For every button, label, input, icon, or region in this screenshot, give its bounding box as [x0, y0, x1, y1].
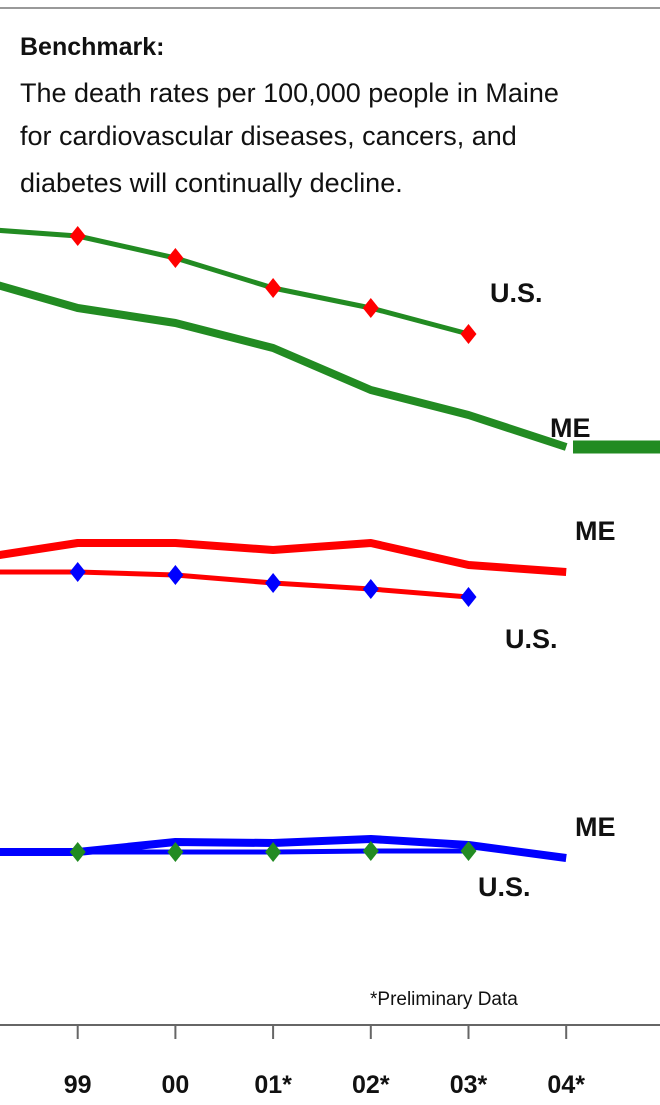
x-tick-label: 99: [64, 1071, 92, 1099]
series-label: U.S.: [505, 624, 558, 654]
series-line: [0, 835, 567, 862]
marker: [69, 842, 86, 862]
series-label: ME: [550, 413, 591, 443]
series-line: [0, 227, 470, 337]
marker: [167, 842, 184, 862]
x-tick-label: 02*: [352, 1071, 390, 1099]
x-tick-label: 04*: [547, 1071, 585, 1099]
series-line: [0, 539, 567, 576]
marker: [362, 841, 379, 861]
subtitle-line: for cardiovascular diseases, cancers, an…: [20, 121, 517, 151]
note: *Preliminary Data: [370, 989, 518, 1010]
marker: [265, 573, 282, 593]
subtitle-line: diabetes will continually decline.: [20, 168, 403, 198]
marker: [265, 278, 282, 298]
marker: [69, 226, 86, 246]
marker: [460, 587, 477, 607]
series-label: ME: [575, 812, 616, 842]
marker: [167, 565, 184, 585]
series-label: U.S.: [478, 872, 531, 902]
marker: [69, 562, 86, 582]
series-label: U.S.: [490, 278, 543, 308]
series-label: ME: [575, 516, 616, 546]
marker: [460, 324, 477, 344]
marker: [167, 248, 184, 268]
x-tick-label: 03*: [450, 1071, 488, 1099]
series-line: [0, 281, 568, 451]
subtitle-line: The death rates per 100,000 people in Ma…: [20, 78, 559, 108]
series-line: [0, 848, 469, 855]
marker: [362, 579, 379, 599]
marker: [265, 842, 282, 862]
marker: [460, 841, 477, 861]
chart-title: Benchmark:: [20, 33, 165, 61]
series-line: [0, 569, 469, 600]
marker: [362, 298, 379, 318]
x-tick-label: 01*: [254, 1071, 292, 1099]
x-tick-label: 00: [161, 1071, 189, 1099]
